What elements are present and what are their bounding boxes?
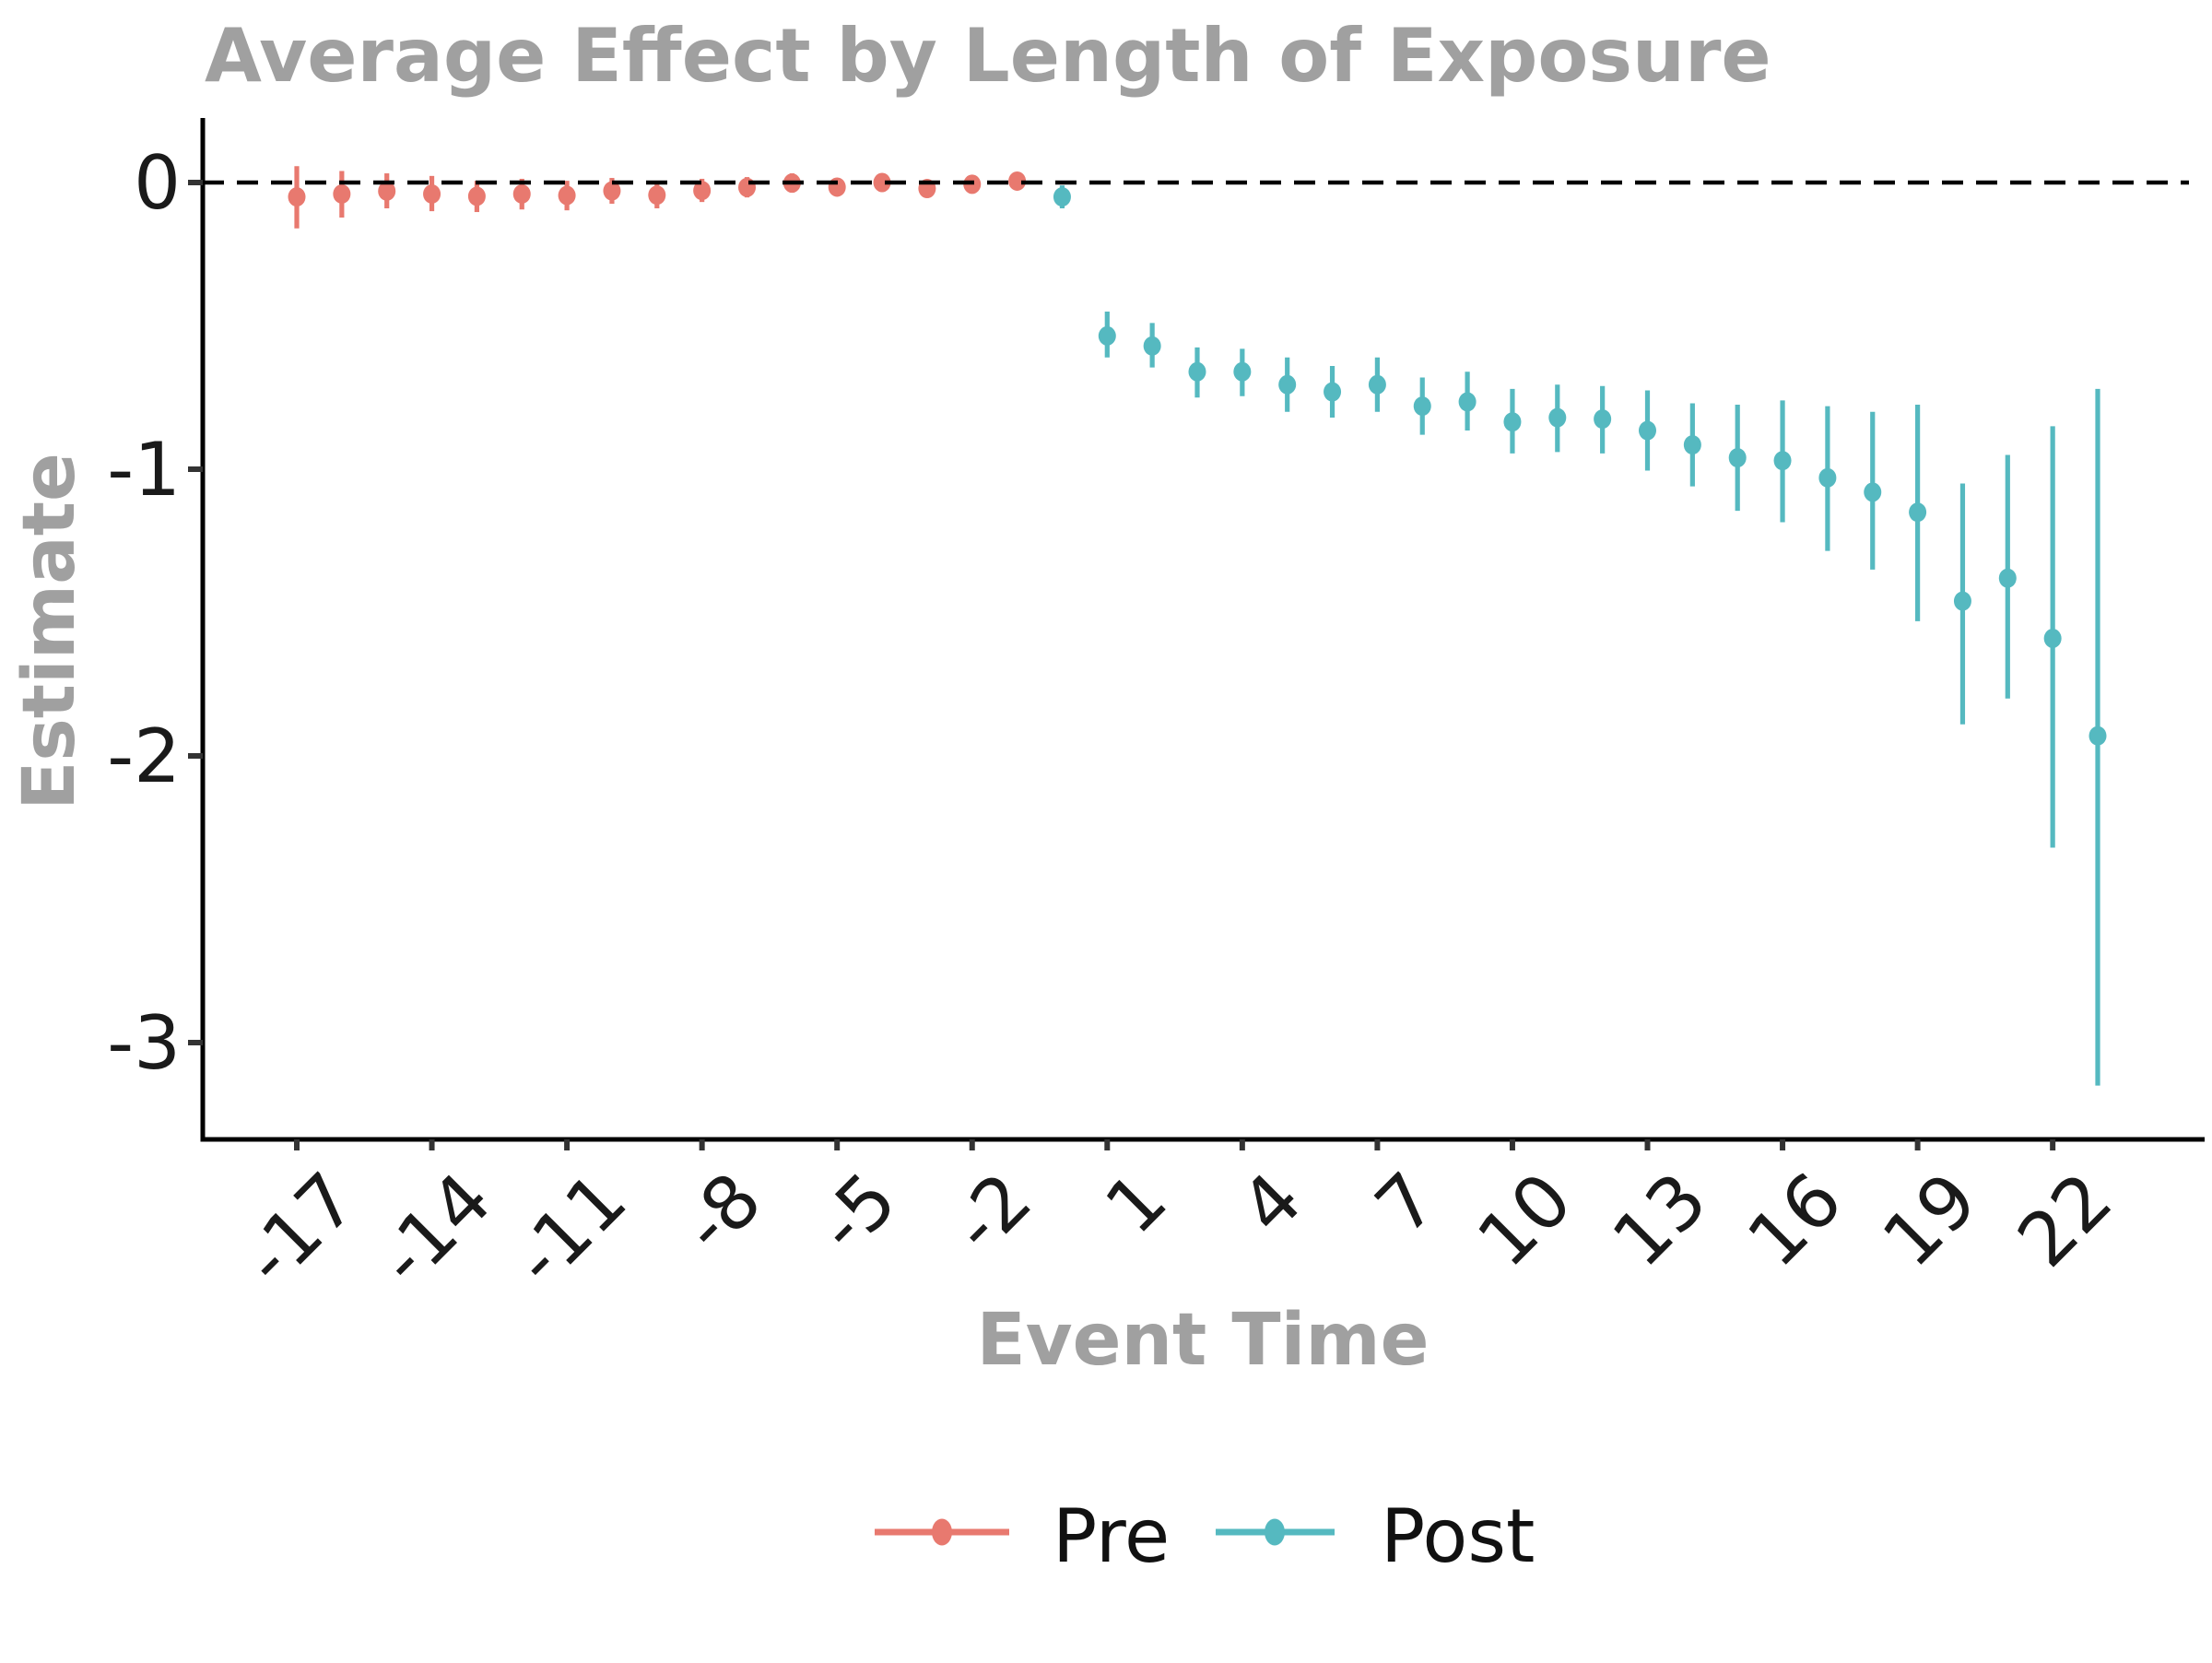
x-tick-label: -8 bbox=[665, 1156, 778, 1268]
legend: Pre Post bbox=[875, 1493, 1535, 1579]
data-point-pre bbox=[288, 187, 306, 207]
x-tick-label: 19 bbox=[1866, 1156, 1994, 1283]
data-point-post bbox=[1324, 382, 1342, 402]
data-point-pre bbox=[512, 183, 531, 204]
x-tick-label: 10 bbox=[1461, 1156, 1588, 1283]
data-point-pre bbox=[467, 186, 486, 206]
y-tick-label: 0 bbox=[134, 140, 181, 226]
legend-post-point-icon bbox=[1265, 1518, 1285, 1546]
legend-pre-label: Pre bbox=[1053, 1493, 1170, 1579]
legend-item-post: Post bbox=[1216, 1493, 1535, 1579]
data-point-post bbox=[1953, 591, 1971, 611]
legend-post-label: Post bbox=[1381, 1493, 1535, 1579]
data-point-post bbox=[1909, 502, 1927, 523]
x-tick-label: 13 bbox=[1596, 1156, 1724, 1283]
data-point-pre bbox=[423, 183, 441, 204]
legend-item-pre: Pre bbox=[875, 1493, 1170, 1579]
data-point-post bbox=[1098, 325, 1116, 346]
data-point-post bbox=[1818, 467, 1837, 488]
data-point-post bbox=[2088, 725, 2107, 746]
x-tick-label: -2 bbox=[935, 1156, 1048, 1268]
data-point-post bbox=[1413, 396, 1431, 417]
plot-area: 0-1-2-3-17-14-11 -8 -5 -2 1 4 7 10 13 16 19 22 bbox=[107, 118, 2205, 1303]
data-point-post bbox=[2043, 628, 2062, 648]
data-point-post bbox=[1728, 448, 1747, 468]
data-point-post bbox=[1683, 435, 1701, 455]
data-point-post bbox=[1458, 392, 1477, 412]
x-tick-label: 4 bbox=[1224, 1156, 1318, 1250]
data-point-pre bbox=[1008, 171, 1027, 191]
x-tick-label: 1 bbox=[1089, 1156, 1183, 1250]
data-point-post bbox=[1594, 409, 1612, 430]
y-tick-label: -1 bbox=[107, 427, 181, 513]
data-point-post bbox=[1639, 420, 1656, 441]
x-tick-label: -14 bbox=[362, 1156, 508, 1302]
data-point-pre bbox=[648, 185, 666, 206]
data-point-pre bbox=[693, 181, 712, 201]
x-tick-label: -17 bbox=[227, 1156, 372, 1302]
data-point-post bbox=[1278, 374, 1297, 395]
data-point-pre bbox=[873, 172, 891, 193]
x-tick-label: 7 bbox=[1359, 1156, 1453, 1250]
x-tick-label: 16 bbox=[1731, 1156, 1858, 1283]
data-point-post bbox=[1548, 407, 1567, 428]
data-point-post bbox=[1188, 361, 1206, 382]
data-point-post bbox=[1773, 451, 1792, 471]
data-point-post bbox=[1368, 374, 1386, 395]
x-tick-label: 22 bbox=[2002, 1156, 2129, 1283]
data-point-pre bbox=[828, 177, 846, 197]
data-point-post bbox=[1998, 568, 2017, 588]
data-point-pre bbox=[558, 185, 576, 206]
data-point-pre bbox=[378, 181, 396, 201]
y-tick-label: -3 bbox=[107, 1000, 181, 1086]
y-tick-label: -2 bbox=[107, 714, 181, 799]
data-point-pre bbox=[333, 183, 351, 204]
x-axis-title: Event Time bbox=[976, 1299, 1429, 1382]
data-point-post bbox=[1503, 412, 1522, 432]
data-point-pre bbox=[603, 181, 621, 201]
data-point-post bbox=[1864, 482, 1882, 502]
x-tick-label: -11 bbox=[497, 1156, 642, 1302]
data-point-post bbox=[1053, 187, 1071, 207]
x-tick-label: -5 bbox=[800, 1156, 912, 1268]
chart-title: Average Effect by Length of Exposure bbox=[205, 13, 1771, 99]
data-point-post bbox=[1143, 336, 1161, 356]
data-point-post bbox=[1233, 361, 1252, 382]
legend-pre-point-icon bbox=[932, 1518, 952, 1546]
y-axis-title: Estimate bbox=[8, 453, 91, 810]
